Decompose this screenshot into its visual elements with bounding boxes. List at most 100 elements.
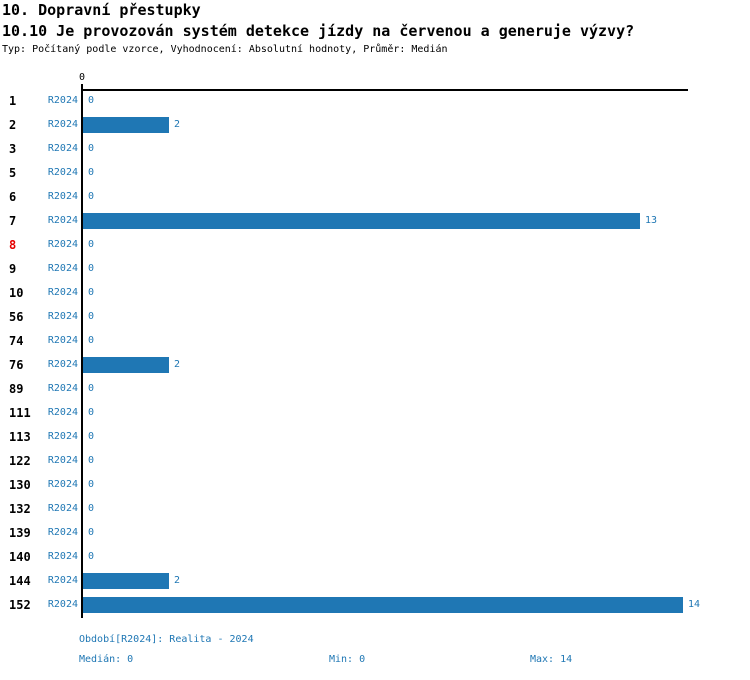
row-value-label: 13 (645, 215, 658, 226)
row-bar (83, 117, 169, 133)
chart-row: 144 R2024 2 (0, 569, 750, 593)
chart-meta: Typ: Počítaný podle vzorce, Vyhodnocení:… (2, 44, 448, 55)
row-category-label: 6 (9, 190, 17, 204)
row-value-label: 2 (174, 359, 181, 370)
chart-row: 140 R2024 0 (0, 545, 750, 569)
row-value-label: 0 (88, 407, 95, 418)
row-value-label: 0 (88, 143, 95, 154)
median-label: Medián: 0 (79, 654, 134, 665)
row-value-label: 0 (88, 335, 95, 346)
chart-row: 8 R2024 0 (0, 233, 750, 257)
row-series-label: R2024 (47, 455, 78, 466)
row-category-label: 130 (9, 478, 31, 492)
row-value-label: 0 (88, 191, 95, 202)
chart-row: 130 R2024 0 (0, 473, 750, 497)
row-category-label: 9 (9, 262, 17, 276)
row-series-label: R2024 (47, 167, 78, 178)
chart-row: 152 R2024 14 (0, 593, 750, 617)
chart-row: 10 R2024 0 (0, 281, 750, 305)
row-bar (83, 597, 683, 613)
row-bar (83, 357, 169, 373)
chart-row: 7 R2024 13 (0, 209, 750, 233)
chart-row: 76 R2024 2 (0, 353, 750, 377)
row-bar (83, 213, 640, 229)
question-title: 10.10 Je provozován systém detekce jízdy… (2, 22, 635, 40)
chart-row: 139 R2024 0 (0, 521, 750, 545)
row-value-label: 0 (88, 383, 95, 394)
row-value-label: 0 (88, 431, 95, 442)
row-series-label: R2024 (47, 407, 78, 418)
row-category-label: 111 (9, 406, 31, 420)
row-series-label: R2024 (47, 215, 78, 226)
row-category-label: 139 (9, 526, 31, 540)
row-value-label: 0 (88, 95, 95, 106)
row-value-label: 0 (88, 239, 95, 250)
row-category-label: 89 (9, 382, 24, 396)
chart-row: 3 R2024 0 (0, 137, 750, 161)
row-series-label: R2024 (47, 503, 78, 514)
x-axis-line (81, 89, 688, 91)
row-series-label: R2024 (47, 527, 78, 538)
chart-row: 74 R2024 0 (0, 329, 750, 353)
x-axis-zero-label: 0 (78, 72, 86, 83)
row-value-label: 0 (88, 287, 95, 298)
row-category-label: 8 (9, 238, 17, 252)
row-series-label: R2024 (47, 143, 78, 154)
chart-row: 113 R2024 0 (0, 425, 750, 449)
row-series-label: R2024 (47, 95, 78, 106)
row-category-label: 10 (9, 286, 24, 300)
chart-row: 56 R2024 0 (0, 305, 750, 329)
row-series-label: R2024 (47, 383, 78, 394)
row-category-label: 152 (9, 598, 31, 612)
row-value-label: 0 (88, 167, 95, 178)
row-series-label: R2024 (47, 311, 78, 322)
row-category-label: 2 (9, 118, 17, 132)
row-series-label: R2024 (47, 263, 78, 274)
chart-row: 89 R2024 0 (0, 377, 750, 401)
row-value-label: 0 (88, 455, 95, 466)
row-category-label: 7 (9, 214, 17, 228)
row-series-label: R2024 (47, 599, 78, 610)
report-title: 10. Dopravní přestupky (2, 1, 201, 19)
row-value-label: 0 (88, 311, 95, 322)
row-value-label: 0 (88, 263, 95, 274)
row-value-label: 0 (88, 527, 95, 538)
row-category-label: 140 (9, 550, 31, 564)
chart-row: 9 R2024 0 (0, 257, 750, 281)
row-category-label: 74 (9, 334, 24, 348)
row-series-label: R2024 (47, 287, 78, 298)
chart-row: 5 R2024 0 (0, 161, 750, 185)
row-category-label: 5 (9, 166, 17, 180)
chart-row: 132 R2024 0 (0, 497, 750, 521)
row-bar (83, 573, 169, 589)
row-value-label: 0 (88, 479, 95, 490)
row-series-label: R2024 (47, 479, 78, 490)
row-value-label: 2 (174, 575, 181, 586)
chart-row: 6 R2024 0 (0, 185, 750, 209)
bar-chart: 0 1 R2024 0 2 R2024 2 3 R2024 0 5 R2024 0 6 R2024 0 7 R2… (0, 72, 750, 618)
row-series-label: R2024 (47, 575, 78, 586)
row-series-label: R2024 (47, 335, 78, 346)
chart-row: 2 R2024 2 (0, 113, 750, 137)
row-category-label: 56 (9, 310, 24, 324)
row-value-label: 0 (88, 551, 95, 562)
min-label: Min: 0 (329, 654, 366, 665)
row-category-label: 76 (9, 358, 24, 372)
row-category-label: 1 (9, 94, 17, 108)
period-label: Období[R2024]: Realita - 2024 (79, 634, 254, 645)
max-label: Max: 14 (530, 654, 573, 665)
row-category-label: 144 (9, 574, 31, 588)
chart-row: 111 R2024 0 (0, 401, 750, 425)
row-category-label: 3 (9, 142, 17, 156)
chart-row: 122 R2024 0 (0, 449, 750, 473)
row-value-label: 2 (174, 119, 181, 130)
row-series-label: R2024 (47, 359, 78, 370)
row-value-label: 14 (688, 599, 701, 610)
row-category-label: 113 (9, 430, 31, 444)
y-axis-line (81, 84, 83, 618)
row-category-label: 122 (9, 454, 31, 468)
row-value-label: 0 (88, 503, 95, 514)
row-category-label: 132 (9, 502, 31, 516)
row-series-label: R2024 (47, 191, 78, 202)
